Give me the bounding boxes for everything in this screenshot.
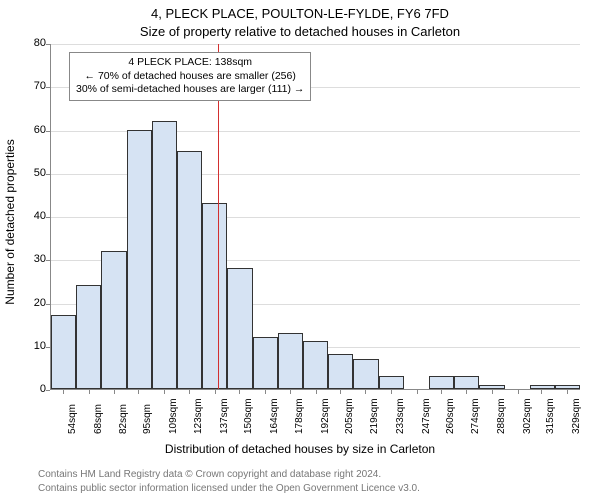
y-tick-label: 40	[26, 210, 46, 222]
x-tick-mark	[265, 390, 266, 394]
x-tick-mark	[441, 390, 442, 394]
histogram-bar	[379, 376, 404, 389]
gridline	[51, 44, 580, 45]
histogram-bar	[177, 151, 202, 389]
attribution-line1: Contains HM Land Registry data © Crown c…	[38, 469, 381, 480]
x-tick-mark	[290, 390, 291, 394]
x-tick-label: 82sqm	[118, 404, 129, 434]
histogram-bar	[303, 341, 328, 389]
x-tick-label: 109sqm	[168, 398, 179, 434]
histogram-bar	[101, 251, 126, 389]
x-tick-mark	[492, 390, 493, 394]
histogram-bar	[530, 385, 555, 389]
y-tick-label: 20	[26, 297, 46, 309]
histogram-bar	[51, 315, 76, 389]
x-tick-label: 205sqm	[344, 398, 355, 434]
histogram-bar	[454, 376, 479, 389]
x-tick-mark	[340, 390, 341, 394]
histogram-bar	[152, 121, 177, 389]
x-tick-label: 219sqm	[369, 398, 380, 434]
histogram-bar	[76, 285, 101, 389]
annotation-line2: ← 70% of detached houses are smaller (25…	[76, 70, 304, 84]
histogram-bar	[429, 376, 454, 389]
x-tick-label: 95sqm	[142, 404, 153, 434]
x-tick-mark	[518, 390, 519, 394]
x-tick-mark	[138, 390, 139, 394]
x-tick-label: 329sqm	[571, 398, 582, 434]
x-tick-label: 302sqm	[522, 398, 533, 434]
x-tick-mark	[466, 390, 467, 394]
x-tick-mark	[189, 390, 190, 394]
x-tick-mark	[541, 390, 542, 394]
histogram-bar	[278, 333, 303, 389]
annotation-box: 4 PLECK PLACE: 138sqm← 70% of detached h…	[69, 52, 311, 101]
x-tick-mark	[567, 390, 568, 394]
annotation-line3: 30% of semi-detached houses are larger (…	[76, 83, 304, 97]
x-tick-mark	[391, 390, 392, 394]
y-tick-label: 60	[26, 124, 46, 136]
x-tick-mark	[114, 390, 115, 394]
plot-area: 4 PLECK PLACE: 138sqm← 70% of detached h…	[50, 44, 580, 390]
x-tick-mark	[164, 390, 165, 394]
x-tick-label: 192sqm	[320, 398, 331, 434]
x-tick-label: 68sqm	[93, 404, 104, 434]
x-axis-label: Distribution of detached houses by size …	[0, 442, 600, 456]
x-tick-mark	[63, 390, 64, 394]
y-tick-label: 50	[26, 167, 46, 179]
x-tick-mark	[239, 390, 240, 394]
x-tick-label: 247sqm	[421, 398, 432, 434]
y-tick-mark	[46, 390, 50, 391]
x-tick-mark	[365, 390, 366, 394]
y-tick-label: 10	[26, 340, 46, 352]
y-tick-label: 30	[26, 253, 46, 265]
x-tick-label: 178sqm	[294, 398, 305, 434]
y-axis-label: Number of detached properties	[3, 72, 17, 372]
attribution-line3: Contains public sector information licen…	[38, 483, 420, 494]
x-tick-label: 233sqm	[395, 398, 406, 434]
x-tick-mark	[215, 390, 216, 394]
histogram-bar	[353, 359, 378, 389]
y-tick-label: 80	[26, 37, 46, 49]
x-tick-mark	[89, 390, 90, 394]
histogram-bar	[227, 268, 252, 389]
annotation-line1: 4 PLECK PLACE: 138sqm	[76, 56, 304, 70]
x-tick-label: 123sqm	[193, 398, 204, 434]
x-tick-mark	[316, 390, 317, 394]
histogram-bar	[253, 337, 278, 389]
x-tick-label: 260sqm	[445, 398, 456, 434]
x-tick-label: 137sqm	[219, 398, 230, 434]
x-tick-mark	[417, 390, 418, 394]
x-tick-label: 274sqm	[470, 398, 481, 434]
histogram-bar	[328, 354, 353, 389]
x-tick-label: 54sqm	[67, 404, 78, 434]
histogram-bar	[555, 385, 580, 389]
histogram-bar	[202, 203, 227, 389]
chart-title-line2: Size of property relative to detached ho…	[0, 24, 600, 39]
y-tick-label: 70	[26, 80, 46, 92]
x-tick-label: 288sqm	[496, 398, 507, 434]
histogram-bar	[127, 130, 152, 390]
chart-container: 4, PLECK PLACE, POULTON-LE-FYLDE, FY6 7F…	[0, 0, 600, 500]
histogram-bar	[479, 385, 504, 389]
x-tick-label: 150sqm	[243, 398, 254, 434]
x-tick-label: 315sqm	[545, 398, 556, 434]
chart-title-line1: 4, PLECK PLACE, POULTON-LE-FYLDE, FY6 7F…	[0, 6, 600, 21]
y-tick-label: 0	[26, 383, 46, 395]
x-tick-label: 164sqm	[269, 398, 280, 434]
